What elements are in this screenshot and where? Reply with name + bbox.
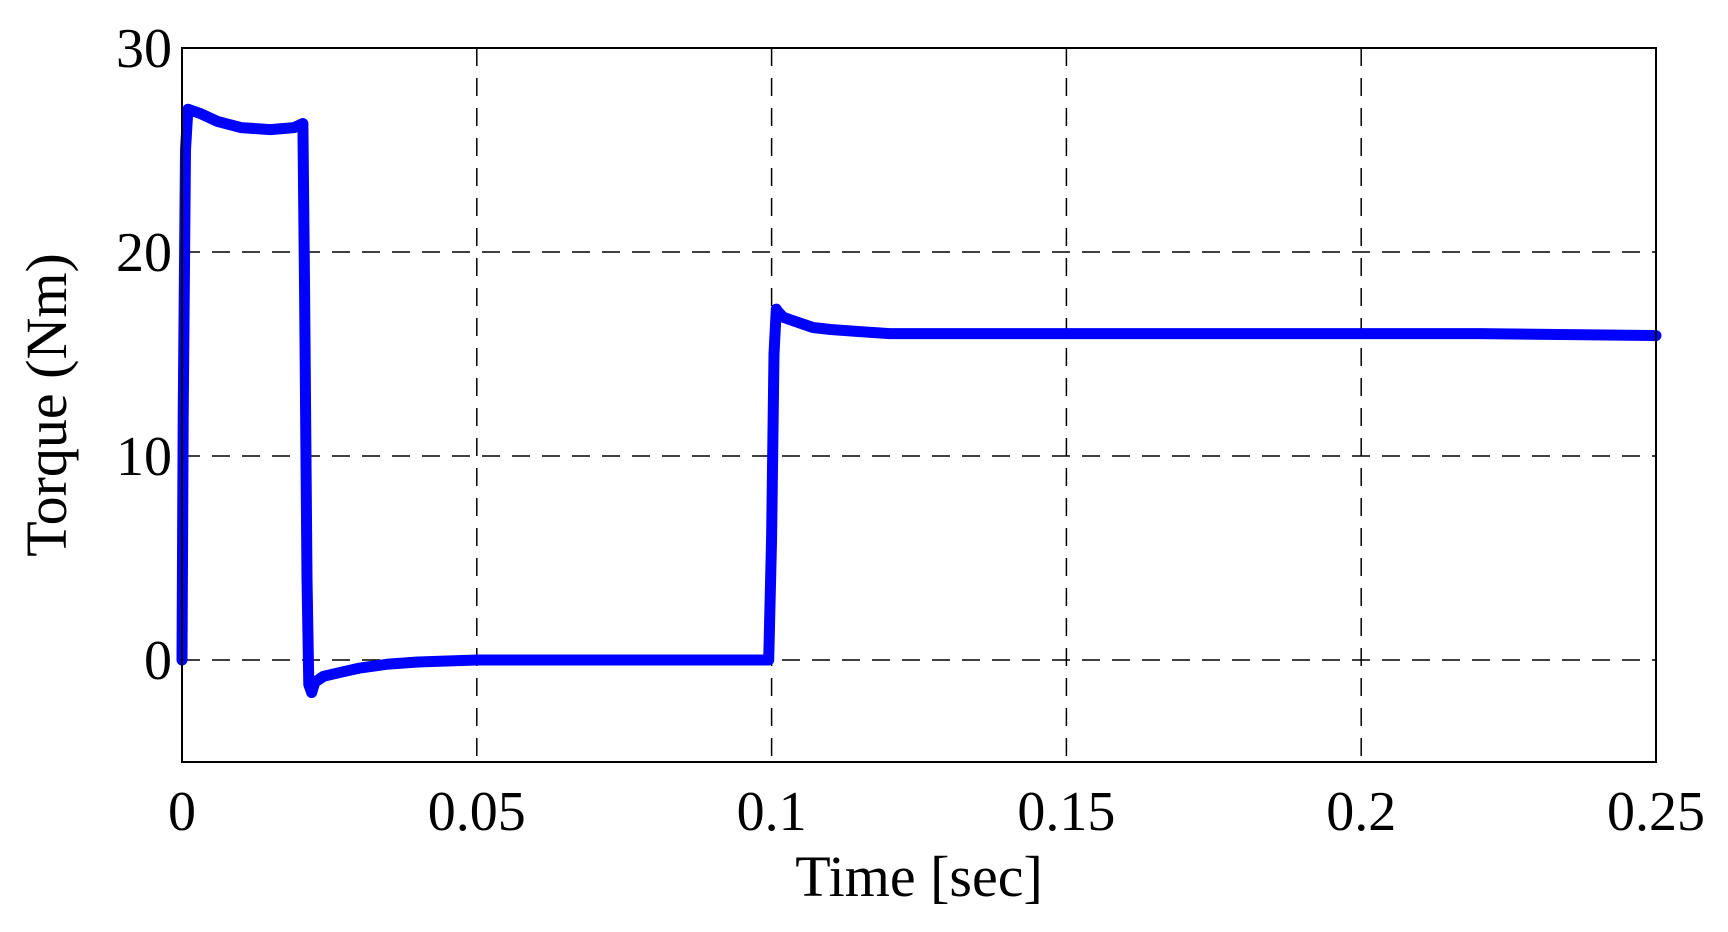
x-tick-labels: 0 0.05 0.1 0.15 0.2 0.25 [168,781,1705,843]
y-tick-label: 20 [116,222,172,284]
x-axis-label: Time [sec] [795,844,1043,909]
y-tick-label: 0 [144,630,172,692]
y-tick-label: 30 [116,18,172,80]
y-axis-label: Torque (Nm) [14,253,79,557]
series-group [176,103,1662,699]
y-tick-label: 10 [116,426,172,488]
x-tick-label: 0.05 [428,781,526,843]
x-tick-label: 0.2 [1326,781,1396,843]
y-tick-labels: 0 10 20 30 [116,18,172,692]
x-tick-label: 0 [168,781,196,843]
x-tick-label: 0.25 [1607,781,1705,843]
plot-frame [181,47,1657,763]
x-tick-label: 0.15 [1017,781,1115,843]
series-line-0 [176,103,1662,699]
x-tick-label: 0.1 [737,781,807,843]
grid-lines [182,48,1656,762]
